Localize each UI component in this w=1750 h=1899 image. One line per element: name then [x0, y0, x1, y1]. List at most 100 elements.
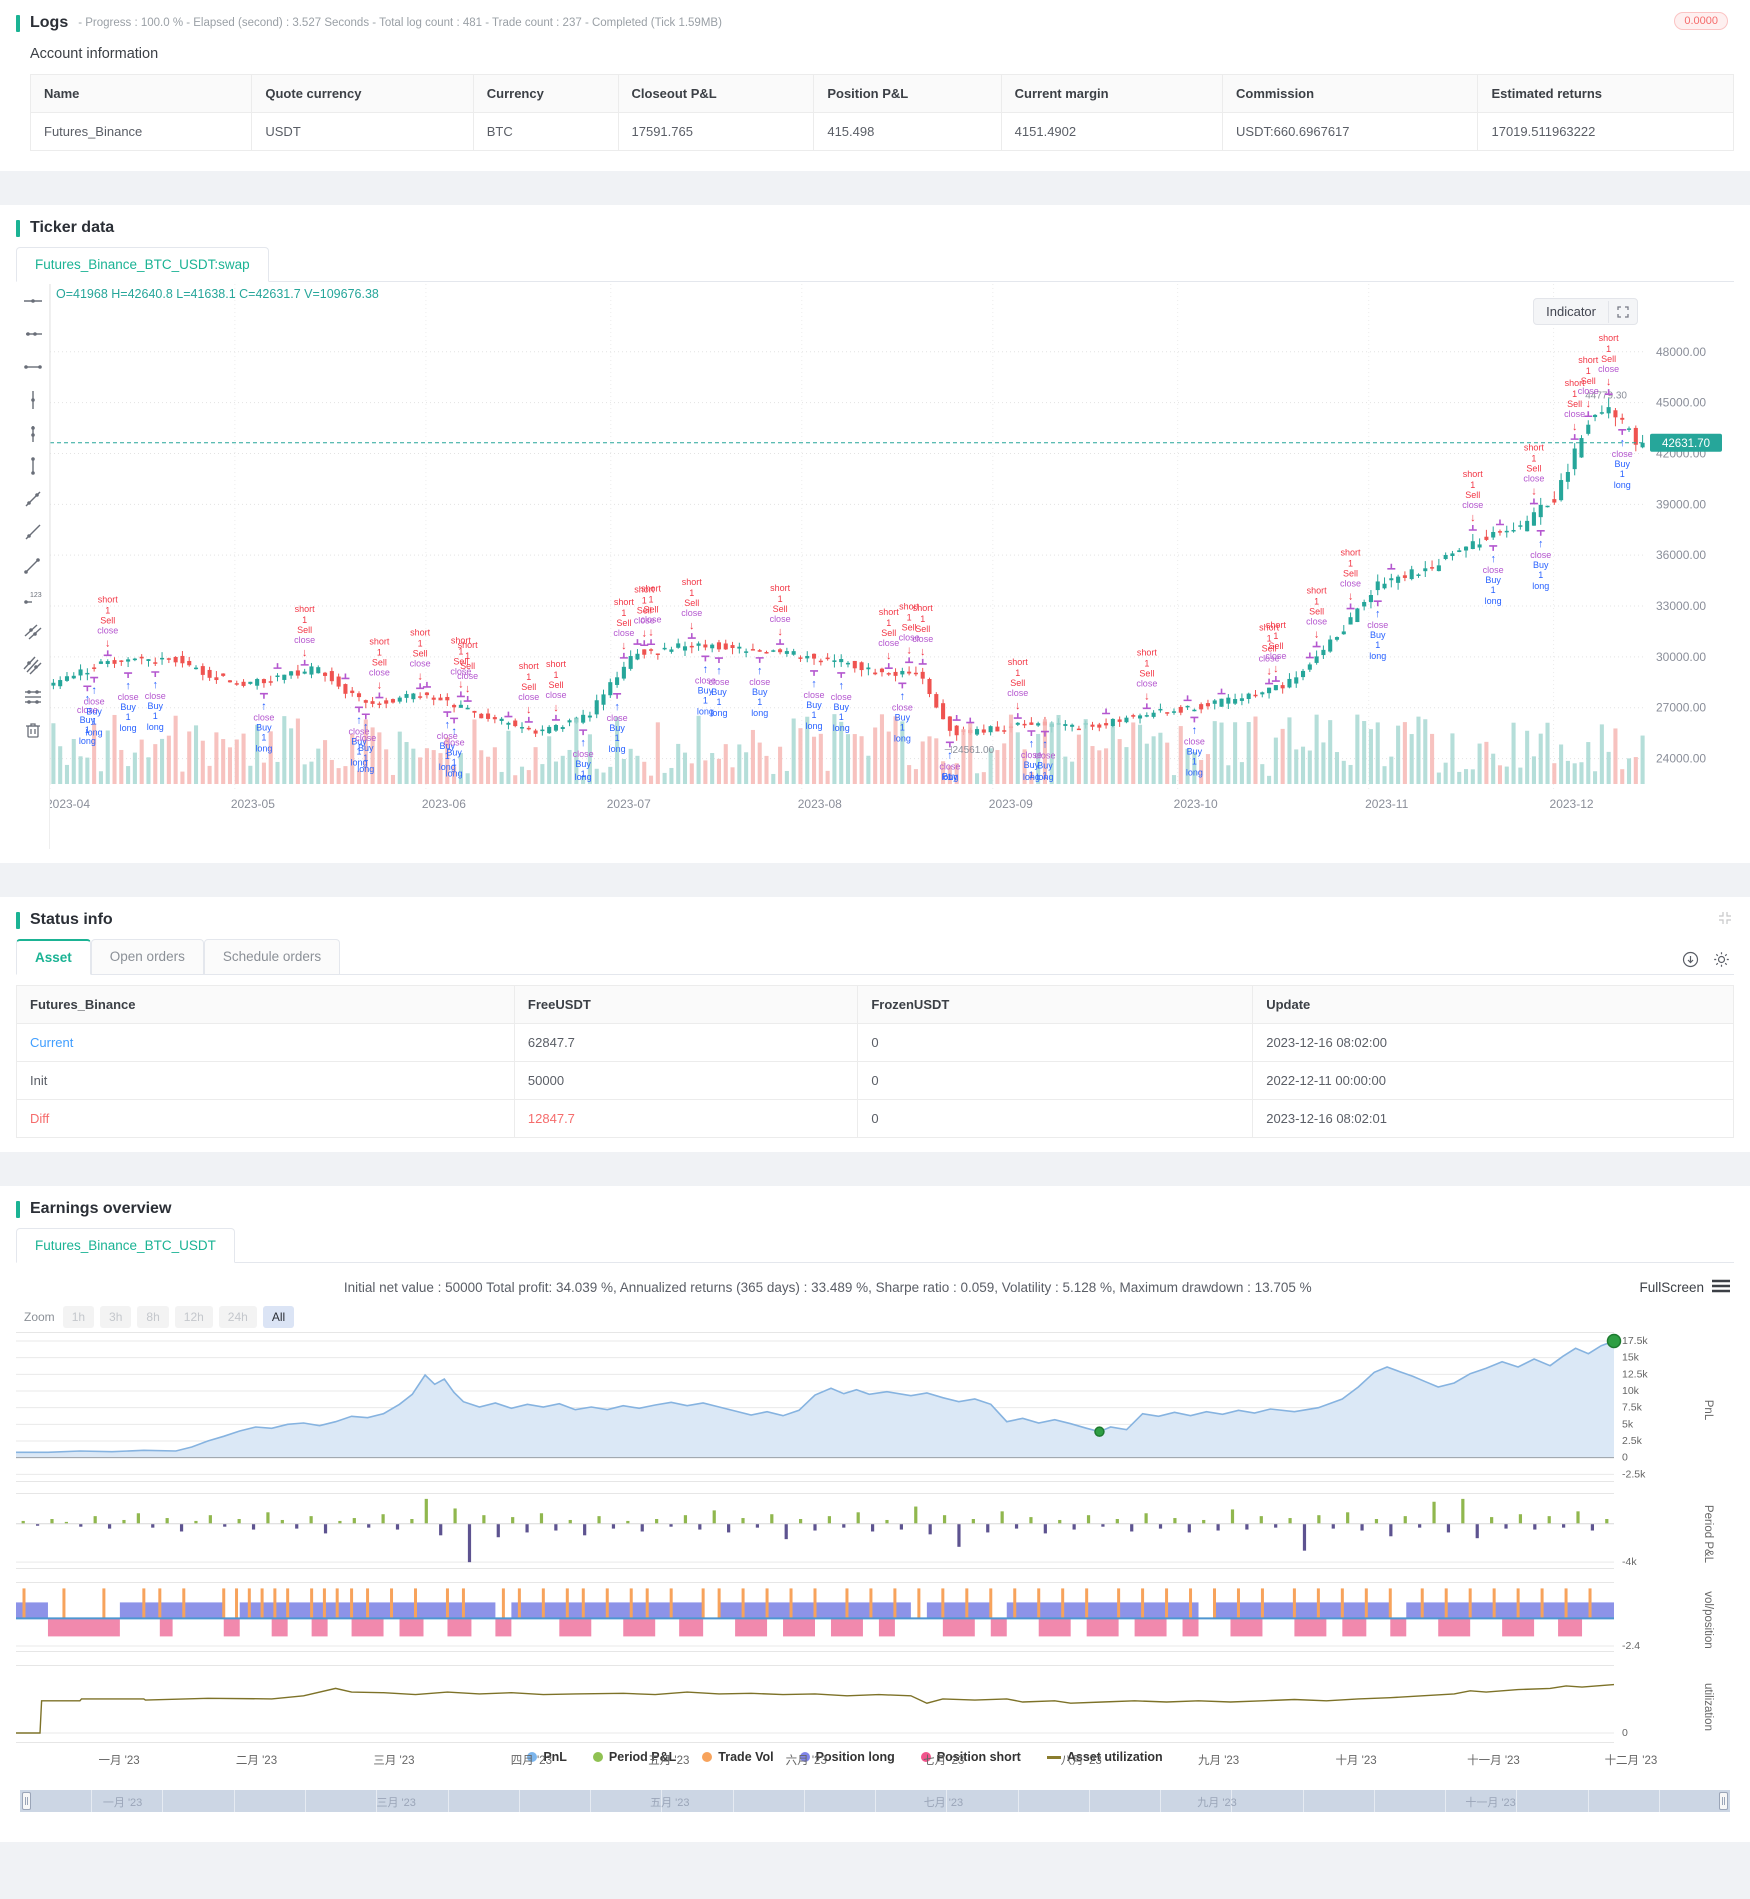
svg-text:↑: ↑ [363, 721, 369, 733]
tab-open-orders[interactable]: Open orders [90, 939, 204, 974]
navigator-handle-right[interactable] [1719, 1792, 1728, 1810]
svg-text:long: long [1614, 480, 1631, 490]
period-pnl-panel[interactable]: -4k Period P&L [16, 1493, 1734, 1574]
zoom-1h[interactable]: 1h [62, 1306, 95, 1328]
navigator-label: 三月 '23 [376, 1797, 416, 1809]
svg-text:short: short [1341, 548, 1362, 558]
tool-vertical-ray-icon[interactable] [22, 422, 44, 444]
earnings-x-label: 十月 '23 [1335, 1755, 1377, 1767]
fullscreen-label[interactable]: FullScreen [1639, 1280, 1704, 1295]
svg-text:48000.00: 48000.00 [1656, 345, 1706, 359]
expand-icon[interactable] [1608, 300, 1637, 323]
legend-item-trade-vol[interactable]: Trade Vol [702, 1750, 774, 1764]
tool-vertical-segment-icon[interactable] [22, 455, 44, 477]
svg-text:1: 1 [581, 769, 586, 779]
account-cell-quote: USDT [251, 112, 474, 151]
legend-item-position-long[interactable]: Position long [799, 1750, 895, 1764]
fullscreen-button[interactable]: FullScreen [1639, 1279, 1734, 1296]
svg-text:short: short [1266, 620, 1287, 630]
tab-schedule-orders[interactable]: Schedule orders [203, 939, 341, 974]
asset-free: 62847.7 [513, 1023, 859, 1062]
svg-text:27000.00: 27000.00 [1656, 701, 1706, 715]
zoom-controls: Zoom 1h 3h 8h 12h 24h All [24, 1306, 1734, 1328]
legend-label: PnL [543, 1750, 567, 1764]
svg-text:Sell: Sell [616, 618, 631, 628]
legend-item-position-short[interactable]: Position short [920, 1750, 1021, 1764]
legend-item-period-p&l[interactable]: Period P&L [592, 1750, 676, 1764]
earnings-symbol-tab[interactable]: Futures_Binance_BTC_USDT [16, 1228, 235, 1263]
account-col-header: Estimated returns [1477, 74, 1734, 113]
svg-text:1: 1 [363, 753, 368, 763]
navigator-handle-left[interactable] [22, 1792, 31, 1810]
svg-text:1: 1 [642, 595, 647, 605]
svg-text:Sell: Sell [902, 622, 917, 632]
tool-trend-ray-icon[interactable] [22, 521, 44, 543]
svg-text:7.5k: 7.5k [1622, 1402, 1643, 1414]
svg-text:↑: ↑ [1029, 738, 1035, 750]
svg-text:↓: ↓ [526, 704, 532, 716]
tool-delete-icon[interactable] [22, 719, 44, 741]
zoom-all[interactable]: All [262, 1306, 295, 1328]
zoom-3h[interactable]: 3h [100, 1306, 132, 1328]
svg-text:long: long [806, 721, 823, 731]
tool-parallel-channel-icon[interactable] [22, 653, 44, 675]
zoom-24h[interactable]: 24h [218, 1306, 257, 1328]
zoom-label: Zoom [24, 1310, 55, 1324]
indicator-button-label[interactable]: Indicator [1546, 304, 1596, 319]
download-icon[interactable] [1682, 951, 1699, 973]
svg-text:Sell: Sell [1010, 678, 1025, 688]
svg-text:short: short [899, 601, 920, 611]
collapse-icon[interactable] [1718, 911, 1732, 930]
pnl-panel[interactable]: 17.5k 15k 12.5k 10k 7.5k 5k 2.5k 0 -2.5k PnL [16, 1332, 1734, 1487]
ticker-symbol-tab[interactable]: Futures_Binance_BTC_USDT:swap [16, 247, 269, 282]
tool-horizontal-segment-icon[interactable] [22, 356, 44, 378]
zoom-8h[interactable]: 8h [137, 1306, 169, 1328]
svg-text:long: long [446, 768, 463, 778]
asset-row-label: Init [16, 1061, 515, 1100]
tool-vertical-line-icon[interactable] [22, 389, 44, 411]
navigator-label: 七月 '23 [923, 1797, 964, 1809]
tab-asset[interactable]: Asset [16, 939, 91, 975]
svg-text:↓: ↓ [553, 702, 559, 714]
earnings-x-label: 九月 '23 [1198, 1755, 1240, 1767]
candlestick-chart[interactable]: 48000.00 45000.00 42000.00 39000.00 36000.00… [46, 284, 1734, 849]
legend-item-asset-utilization[interactable]: Asset utilization [1046, 1750, 1163, 1764]
svg-text:Sell: Sell [453, 656, 468, 666]
earnings-x-label: 二月 '23 [235, 1755, 278, 1767]
hamburger-menu-icon[interactable] [1712, 1279, 1730, 1296]
zoom-12h[interactable]: 12h [174, 1306, 213, 1328]
svg-text:short: short [369, 637, 390, 647]
asset-row-label[interactable]: Current [16, 1023, 515, 1062]
tool-trend-line-icon[interactable] [22, 488, 44, 510]
logs-title: Logs [30, 14, 69, 31]
settings-gear-icon[interactable] [1713, 951, 1730, 973]
svg-text:long: long [1036, 772, 1053, 782]
svg-text:↓: ↓ [1348, 591, 1354, 603]
asset-row-diff: Diff 12847.7 0 2023-12-16 08:02:01 [16, 1099, 1734, 1138]
svg-text:↑: ↑ [1538, 538, 1544, 550]
legend-item-pnl[interactable]: PnL [527, 1750, 567, 1764]
asset-update: 2023-12-16 08:02:00 [1252, 1023, 1734, 1062]
indicator-button[interactable]: Indicator [1533, 298, 1638, 325]
tool-price-note-icon[interactable]: 123 [22, 587, 44, 609]
tool-trend-segment-icon[interactable] [22, 554, 44, 576]
section-accent-bar [16, 1200, 20, 1218]
utilization-panel[interactable]: 0 utilization [16, 1665, 1734, 1748]
svg-text:44779.30: 44779.30 [1585, 390, 1627, 401]
tool-parallel-lines-icon[interactable] [22, 620, 44, 642]
account-col-header: Commission [1222, 74, 1479, 113]
ticker-title: Ticker data [30, 219, 115, 236]
svg-text:short: short [1463, 469, 1484, 479]
svg-text:↓: ↓ [1531, 486, 1537, 498]
svg-text:↑: ↑ [125, 680, 131, 692]
tool-horizontal-line-icon[interactable] [22, 290, 44, 312]
vol-position-panel[interactable]: -2.4 vol/position [16, 1582, 1734, 1657]
svg-text:1: 1 [689, 588, 694, 598]
tool-fib-lines-icon[interactable] [22, 686, 44, 708]
status-card: Status info Asset Open orders Schedule o… [0, 897, 1750, 1152]
svg-text:close: close [1578, 386, 1599, 396]
svg-text:close: close [450, 666, 471, 676]
navigator-label: 十一月 '23 [1465, 1797, 1516, 1809]
range-navigator[interactable]: 一月 '23 三月 '23 五月 '23 七月 '23 九月 '23 十一月 '23 [20, 1790, 1730, 1812]
tool-horizontal-ray-icon[interactable] [22, 323, 44, 345]
